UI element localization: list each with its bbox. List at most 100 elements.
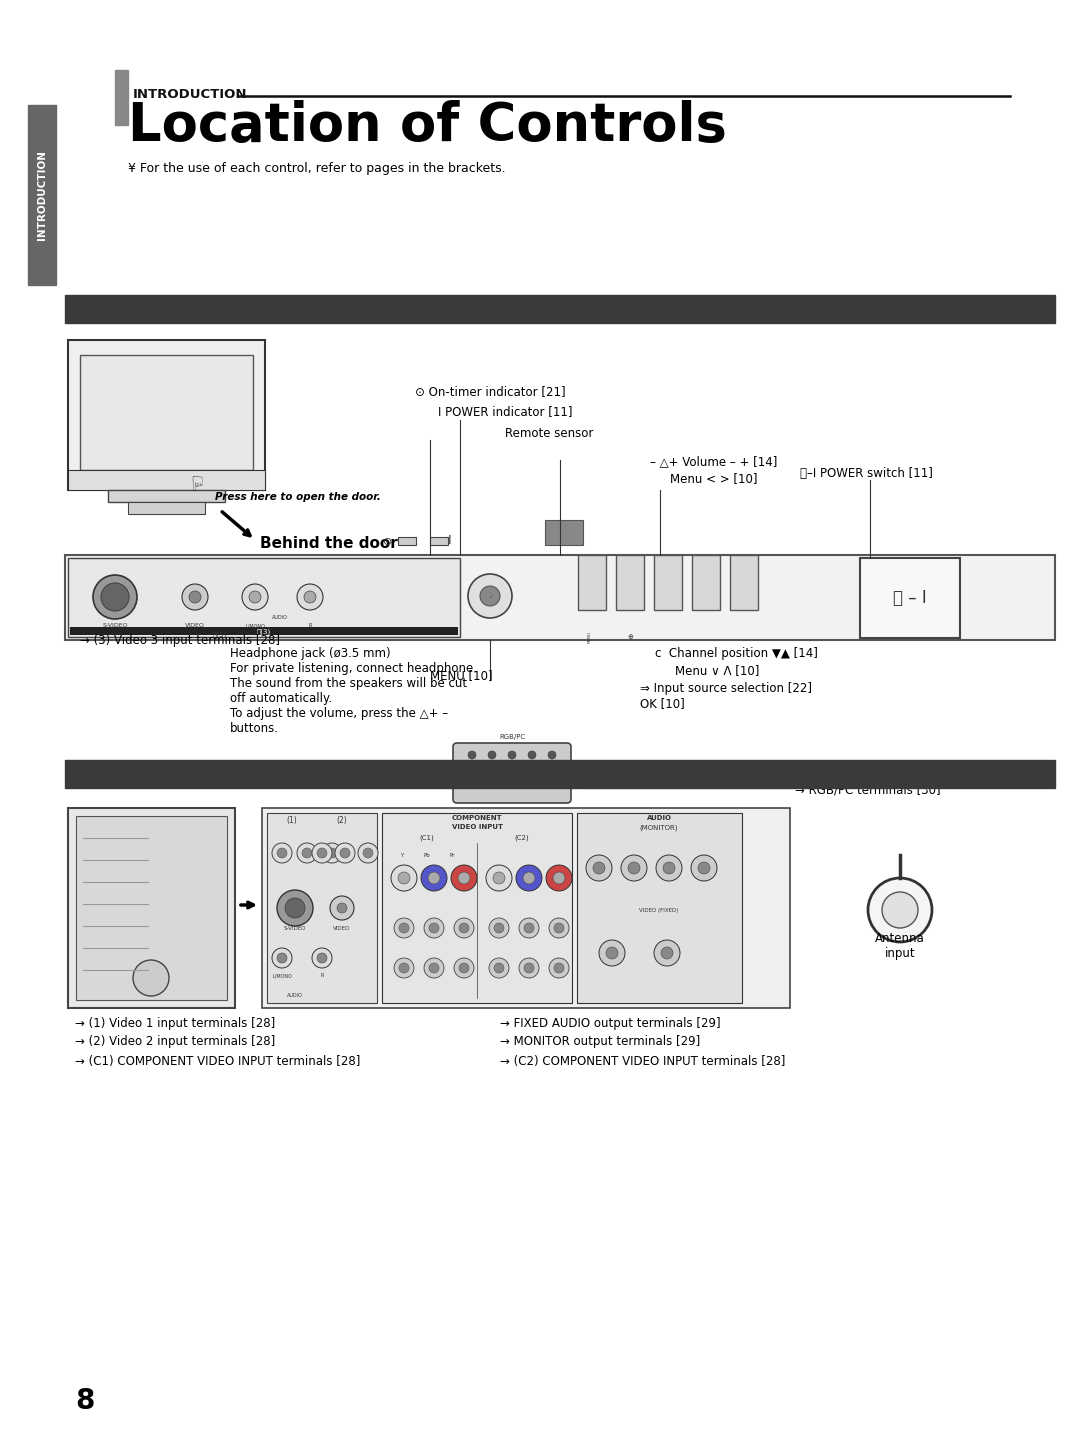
Circle shape	[508, 752, 516, 759]
Circle shape	[399, 963, 409, 973]
Bar	[28, 105, 56, 285]
Circle shape	[661, 947, 673, 960]
Text: 8: 8	[75, 1387, 94, 1415]
Bar	[68, 808, 235, 1008]
Text: ⏻ – I: ⏻ – I	[893, 589, 927, 606]
Text: → MONITOR output terminals [29]: → MONITOR output terminals [29]	[500, 1035, 700, 1048]
Bar	[860, 558, 960, 638]
Circle shape	[272, 843, 292, 864]
Text: MENU: MENU	[588, 631, 592, 643]
Circle shape	[599, 939, 625, 965]
Text: ⊕: ⊕	[627, 634, 633, 640]
Circle shape	[421, 865, 447, 891]
Circle shape	[318, 848, 327, 858]
Circle shape	[606, 947, 618, 960]
Circle shape	[468, 574, 512, 618]
Text: → (1) Video 1 input terminals [28]: → (1) Video 1 input terminals [28]	[75, 1016, 275, 1029]
Circle shape	[516, 865, 542, 891]
Circle shape	[656, 855, 681, 881]
Circle shape	[428, 872, 440, 884]
Circle shape	[480, 586, 500, 606]
Circle shape	[524, 963, 534, 973]
Text: → (C2) COMPONENT VIDEO INPUT terminals [28]: → (C2) COMPONENT VIDEO INPUT terminals […	[500, 1056, 785, 1069]
Circle shape	[297, 843, 318, 864]
Circle shape	[340, 848, 350, 858]
Circle shape	[528, 765, 536, 774]
Circle shape	[549, 958, 569, 979]
Text: AUDIO: AUDIO	[272, 615, 288, 619]
Circle shape	[498, 779, 507, 787]
Text: I: I	[448, 535, 451, 548]
Text: Front: Front	[80, 301, 125, 317]
Text: I POWER indicator [11]: I POWER indicator [11]	[438, 406, 572, 417]
Circle shape	[486, 865, 512, 891]
Text: MENU [10]: MENU [10]	[430, 669, 492, 682]
Bar	[654, 555, 681, 611]
Text: AUDIO: AUDIO	[647, 816, 672, 822]
Circle shape	[285, 899, 305, 917]
Circle shape	[882, 891, 918, 928]
Circle shape	[494, 923, 504, 933]
Circle shape	[337, 903, 347, 913]
Circle shape	[489, 958, 509, 979]
Bar	[80, 355, 253, 470]
Bar	[382, 813, 572, 1003]
Bar	[65, 760, 1055, 788]
Circle shape	[363, 848, 373, 858]
Bar	[65, 295, 1055, 323]
Text: VIDEO INPUT: VIDEO INPUT	[451, 824, 502, 830]
Circle shape	[488, 765, 496, 774]
Text: → FIXED AUDIO output terminals [29]: → FIXED AUDIO output terminals [29]	[500, 1016, 720, 1029]
Bar	[65, 555, 1055, 640]
Circle shape	[189, 590, 201, 603]
Circle shape	[586, 855, 612, 881]
FancyBboxPatch shape	[453, 743, 571, 803]
Circle shape	[698, 862, 710, 874]
Circle shape	[318, 952, 327, 963]
Circle shape	[312, 843, 332, 864]
Text: VIDEO: VIDEO	[334, 926, 351, 931]
Circle shape	[276, 890, 313, 926]
Text: Pb: Pb	[423, 853, 430, 858]
Circle shape	[424, 917, 444, 938]
Text: Back: Back	[80, 766, 121, 781]
Bar	[76, 816, 227, 1000]
Circle shape	[302, 848, 312, 858]
Text: ☝: ☝	[189, 470, 201, 490]
Circle shape	[519, 917, 539, 938]
Text: → (3) Video 3 input terminals [28]: → (3) Video 3 input terminals [28]	[80, 634, 280, 647]
Text: Menu < > [10]: Menu < > [10]	[670, 473, 757, 486]
Bar	[70, 627, 458, 635]
Circle shape	[303, 590, 316, 603]
Text: L/MONO: L/MONO	[272, 973, 292, 979]
Circle shape	[868, 878, 932, 942]
Circle shape	[654, 939, 680, 965]
Circle shape	[468, 752, 476, 759]
Circle shape	[549, 917, 569, 938]
Bar	[578, 555, 606, 611]
Circle shape	[554, 963, 564, 973]
Circle shape	[272, 948, 292, 968]
Circle shape	[554, 923, 564, 933]
Bar	[267, 813, 377, 1003]
Circle shape	[489, 917, 509, 938]
Circle shape	[394, 958, 414, 979]
Bar	[399, 537, 416, 545]
Text: R: R	[321, 973, 324, 979]
Bar	[545, 521, 583, 545]
Circle shape	[454, 958, 474, 979]
Text: Remote sensor: Remote sensor	[505, 427, 593, 441]
Text: (C1): (C1)	[420, 835, 434, 840]
Text: c  Channel position ▼▲ [14]: c Channel position ▼▲ [14]	[654, 647, 818, 660]
Text: → (2) Video 2 input terminals [28]: → (2) Video 2 input terminals [28]	[75, 1035, 275, 1048]
Circle shape	[330, 896, 354, 920]
Bar	[114, 70, 129, 125]
Text: Y: Y	[401, 853, 404, 858]
Text: ♩: ♩	[488, 592, 492, 601]
Circle shape	[519, 958, 539, 979]
Text: Headphone jack (ø3.5 mm): Headphone jack (ø3.5 mm)	[230, 647, 391, 660]
Text: ⇒ Input source selection [22]: ⇒ Input source selection [22]	[640, 682, 812, 695]
Bar	[577, 813, 742, 1003]
Circle shape	[327, 848, 337, 858]
Circle shape	[663, 862, 675, 874]
